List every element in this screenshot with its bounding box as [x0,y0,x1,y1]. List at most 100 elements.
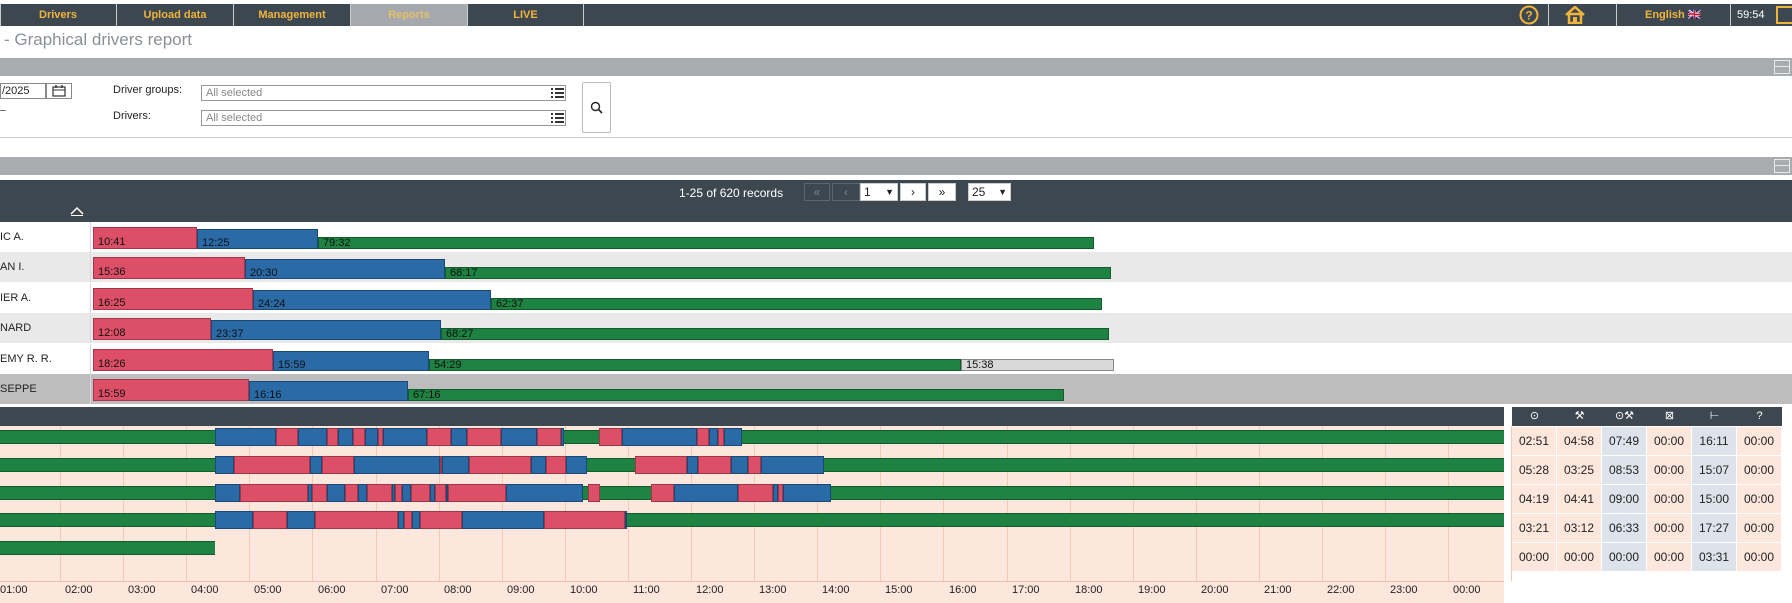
drive-segment[interactable] [427,428,451,446]
duration-bar-green[interactable]: 68:27 [441,328,1109,340]
drive-segment[interactable] [546,456,566,474]
nav-tab-reports[interactable]: Reports [351,4,468,26]
drive-segment[interactable] [448,484,506,502]
second-date-field[interactable] [0,110,6,111]
work-segment[interactable] [365,428,378,446]
duration-bar-green[interactable]: 62:37 [491,298,1102,310]
duration-bar-red[interactable]: 10:41 [93,227,197,249]
work-segment[interactable] [392,484,395,502]
drive-segment[interactable] [404,511,412,529]
driver-groups-select[interactable]: All selected [201,85,566,101]
duration-bar-blue[interactable]: 24:24 [253,290,491,310]
work-segment[interactable] [687,456,698,474]
work-segment[interactable] [674,484,738,502]
drive-segment[interactable] [420,511,462,529]
drive-segment[interactable] [778,484,783,502]
drive-segment[interactable] [469,456,531,474]
work-segment[interactable] [215,511,253,529]
work-segment[interactable] [625,511,627,529]
drive-segment[interactable] [599,428,622,446]
work-segment[interactable] [622,428,697,446]
drive-segment[interactable] [240,484,308,502]
duration-bar-blue[interactable]: 15:59 [273,351,429,371]
calendar-icon[interactable] [46,83,72,99]
work-segment[interactable] [724,428,742,446]
drive-segment[interactable] [748,456,761,474]
drive-segment[interactable] [651,484,674,502]
drive-segment[interactable] [276,428,298,446]
work-segment[interactable] [531,456,546,474]
nav-tab-live[interactable]: LIVE [468,4,584,26]
duration-bar-grey[interactable]: 15:38 [961,359,1114,371]
drivers-select[interactable]: All selected [201,110,566,126]
drive-segment[interactable] [353,428,365,446]
duration-bar-red[interactable]: 12:08 [93,318,211,340]
work-segment[interactable] [506,484,583,502]
work-segment[interactable] [402,484,411,502]
drive-segment[interactable] [378,428,383,446]
date-input[interactable]: /2025 [0,83,46,99]
nav-tab-management[interactable]: Management [234,4,351,26]
duration-bar-red[interactable]: 15:36 [93,257,245,279]
rest-segment[interactable] [0,541,215,555]
work-segment[interactable] [462,511,544,529]
work-segment[interactable] [310,456,322,474]
work-segment[interactable] [731,456,748,474]
work-segment[interactable] [215,428,276,446]
work-segment[interactable] [709,428,718,446]
drive-segment[interactable] [322,456,354,474]
work-segment[interactable] [298,428,327,446]
last-page-button[interactable]: » [928,183,956,201]
work-segment[interactable] [287,511,315,529]
drive-segment[interactable] [544,511,625,529]
search-button[interactable] [582,82,611,133]
drive-segment[interactable] [435,484,446,502]
logout-icon[interactable] [1776,6,1792,24]
table-row[interactable]: AN I. 15:36 20:30 68:17 [0,252,1792,282]
work-segment[interactable] [451,428,467,446]
work-segment[interactable] [783,484,831,502]
work-segment[interactable] [561,428,564,446]
work-segment[interactable] [327,484,345,502]
drive-segment[interactable] [537,428,561,446]
duration-bar-green[interactable]: 68:17 [445,267,1111,279]
work-segment[interactable] [358,484,367,502]
drive-segment[interactable] [367,484,392,502]
duration-bar-green[interactable]: 79:32 [318,237,1094,249]
work-segment[interactable] [773,484,778,502]
nav-tab-drivers[interactable]: Drivers [0,4,117,26]
work-segment[interactable] [354,456,440,474]
table-row[interactable]: IER A. 16:25 24:24 62:37 [0,283,1792,313]
duration-bar-blue[interactable]: 20:30 [245,259,445,279]
drive-segment[interactable] [411,484,430,502]
first-page-button[interactable]: « [804,183,830,201]
drive-segment[interactable] [588,484,600,502]
language-selector[interactable]: English 🇬🇧 [1645,9,1702,21]
drive-segment[interactable] [253,511,287,529]
duration-bar-blue[interactable]: 12:25 [197,229,318,249]
nav-tab-upload-data[interactable]: Upload data [117,4,234,26]
duration-bar-red[interactable]: 15:59 [93,379,249,401]
duration-bar-red[interactable]: 18:26 [93,349,273,371]
drive-segment[interactable] [467,428,501,446]
drive-segment[interactable] [440,456,442,474]
work-segment[interactable] [501,428,537,446]
work-segment[interactable] [761,456,824,474]
work-segment[interactable] [215,484,240,502]
work-segment[interactable] [398,511,404,529]
work-segment[interactable] [430,484,435,502]
drive-segment[interactable] [395,484,402,502]
table-row[interactable]: SEPPE 15:59 16:16 67:16 [0,374,1792,404]
drive-segment[interactable] [315,511,398,529]
drive-segment[interactable] [327,428,338,446]
work-segment[interactable] [446,484,448,502]
work-segment[interactable] [412,511,420,529]
drive-segment[interactable] [697,428,709,446]
page-size-select[interactable]: 25 ▼ [968,183,1011,201]
next-page-button[interactable]: › [900,183,926,201]
work-segment[interactable] [383,428,427,446]
collapse-icon[interactable] [1774,159,1790,173]
duration-bar-red[interactable]: 16:25 [93,288,253,310]
page-select[interactable]: 1 ▼ [860,183,898,201]
drive-segment[interactable] [698,456,731,474]
